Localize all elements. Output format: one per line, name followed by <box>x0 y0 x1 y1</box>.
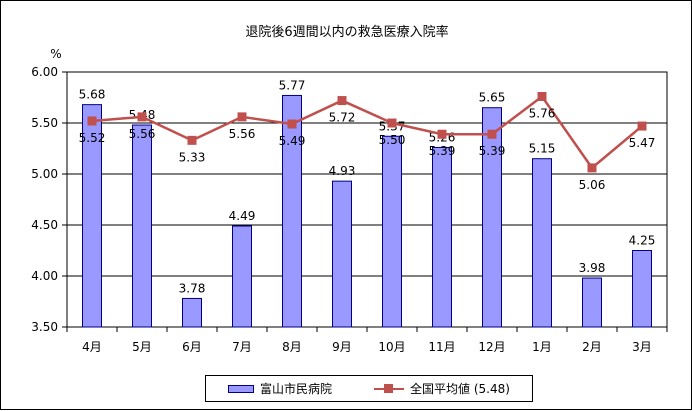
line-value-label: 5.47 <box>629 136 656 150</box>
y-tick-label: 3.50 <box>31 320 58 334</box>
line-marker <box>387 118 397 128</box>
bar <box>232 225 252 328</box>
bar-value-label: 5.77 <box>279 78 306 92</box>
line-marker <box>237 112 247 122</box>
bar-value-label: 4.49 <box>229 209 256 223</box>
line-value-label: 5.49 <box>279 134 306 148</box>
line-value-label: 5.56 <box>229 127 256 141</box>
x-tick-label: 7月 <box>232 340 252 354</box>
line-marker <box>587 163 597 173</box>
bar <box>332 180 352 328</box>
bar <box>482 107 502 328</box>
bar-value-label: 5.15 <box>529 142 556 156</box>
line-marker <box>537 91 547 101</box>
y-tick-label: 5.00 <box>31 167 58 181</box>
y-tick-label: 5.50 <box>31 116 58 130</box>
bar <box>182 297 202 328</box>
line-value-label: 5.39 <box>429 144 456 158</box>
x-tick-label: 5月 <box>132 340 152 354</box>
line-marker <box>337 96 347 106</box>
x-tick-label: 8月 <box>282 340 302 354</box>
bar-value-label: 3.78 <box>179 281 206 295</box>
y-tick-label: 4.00 <box>31 269 58 283</box>
legend-bar-label: 富山市民病院 <box>260 382 333 396</box>
bar-value-label: 4.25 <box>629 234 656 248</box>
x-tick-label: 3月 <box>632 340 652 354</box>
legend-line-swatch <box>374 383 404 395</box>
x-tick-label: 11月 <box>428 340 455 354</box>
line-marker <box>287 119 297 129</box>
line-series-path <box>91 94 643 170</box>
bar-value-label: 5.68 <box>79 88 106 102</box>
legend-line-label: 全国平均値 (5.48) <box>410 382 510 396</box>
plot-border <box>66 71 668 328</box>
x-tick-label: 2月 <box>582 340 602 354</box>
bar-value-label: 5.65 <box>479 91 506 105</box>
bar-value-label: 4.93 <box>329 164 356 178</box>
plot-area: 3.50 4.00 4.50 5.00 5.50 6.00 4月 5月 6月 7月 8月 9月 10月 1… <box>31 65 668 354</box>
y-tick-label: 4.50 <box>31 218 58 232</box>
bar-value-label: 3.98 <box>579 261 606 275</box>
bar <box>432 146 452 328</box>
line-marker <box>187 135 197 145</box>
bar <box>632 250 652 328</box>
chart-title: 退院後6週間以内の救急医療入院率 <box>245 24 448 40</box>
line-marker <box>137 112 147 122</box>
line-marker <box>87 116 97 126</box>
x-tick-label: 6月 <box>182 340 202 354</box>
line-value-label: 5.50 <box>379 133 406 147</box>
line-marker <box>437 129 447 139</box>
x-tick-label: 4月 <box>82 340 102 354</box>
y-tick-label: 6.00 <box>31 65 58 79</box>
x-tick-label: 10月 <box>378 340 405 354</box>
bar <box>282 94 302 328</box>
x-tick-label: 12月 <box>478 340 505 354</box>
x-tick-label: 9月 <box>332 340 352 354</box>
x-tick-label: 1月 <box>532 340 552 354</box>
bar <box>582 277 602 328</box>
legend-item-line-series: 全国平均値 (5.48) <box>374 376 510 401</box>
legend-item-bar-series: 富山市民病院 <box>228 376 332 401</box>
line-value-label: 5.06 <box>579 178 606 192</box>
legend-bar-swatch <box>228 384 254 393</box>
line-marker <box>487 129 497 139</box>
line-value-label: 5.76 <box>529 106 556 120</box>
bar <box>532 158 552 328</box>
line-marker <box>637 121 647 131</box>
y-axis-unit: % <box>50 47 61 61</box>
line-value-label: 5.56 <box>129 127 156 141</box>
bar <box>132 124 152 328</box>
line-value-label: 5.33 <box>179 150 206 164</box>
line-value-label: 5.52 <box>79 131 106 145</box>
line-value-label: 5.72 <box>329 111 356 125</box>
legend: 富山市民病院 全国平均値 (5.48) <box>205 375 533 402</box>
bar <box>82 104 102 328</box>
line-value-label: 5.39 <box>479 144 506 158</box>
bar <box>382 135 402 328</box>
